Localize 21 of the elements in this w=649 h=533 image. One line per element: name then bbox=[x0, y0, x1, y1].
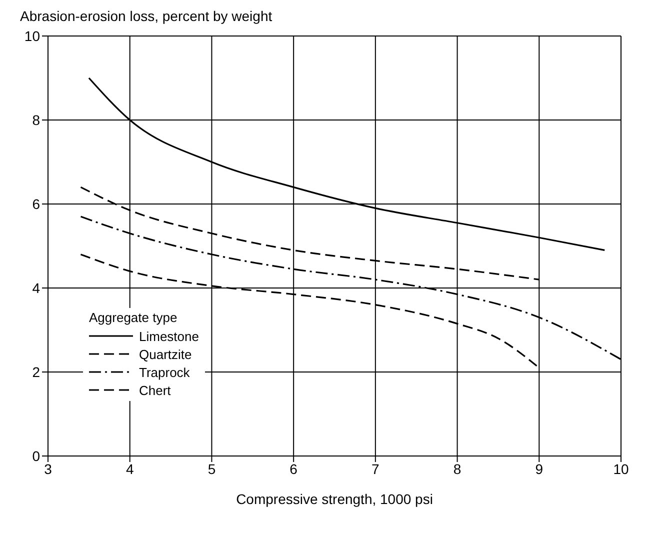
x-tick-label: 10 bbox=[613, 460, 629, 477]
y-tick-label: 8 bbox=[32, 112, 40, 128]
legend-label: Limestone bbox=[139, 328, 199, 344]
x-tick-label: 7 bbox=[372, 460, 380, 477]
legend-title: Aggregate type bbox=[89, 310, 178, 325]
x-tick-label: 4 bbox=[126, 460, 134, 477]
x-tick-label: 6 bbox=[290, 460, 298, 477]
legend-label: Quartzite bbox=[139, 346, 192, 362]
x-tick-label: 5 bbox=[208, 460, 216, 477]
y-tick-label: 10 bbox=[24, 28, 40, 44]
legend-label: Chert bbox=[139, 382, 171, 398]
x-axis-title: Compressive strength, 1000 psi bbox=[236, 491, 433, 507]
x-tick-label: 3 bbox=[44, 460, 52, 477]
y-axis-title: Abrasion-erosion loss, percent by weight bbox=[19, 8, 274, 26]
x-tick-label: 9 bbox=[535, 460, 544, 477]
legend-label: Traprock bbox=[139, 364, 190, 380]
y-tick-label: 2 bbox=[32, 364, 40, 380]
y-tick-label: 6 bbox=[32, 196, 40, 212]
y-tick-label: 4 bbox=[32, 280, 40, 296]
y-tick-label: 0 bbox=[32, 448, 40, 464]
x-tick-label: 8 bbox=[453, 460, 462, 477]
